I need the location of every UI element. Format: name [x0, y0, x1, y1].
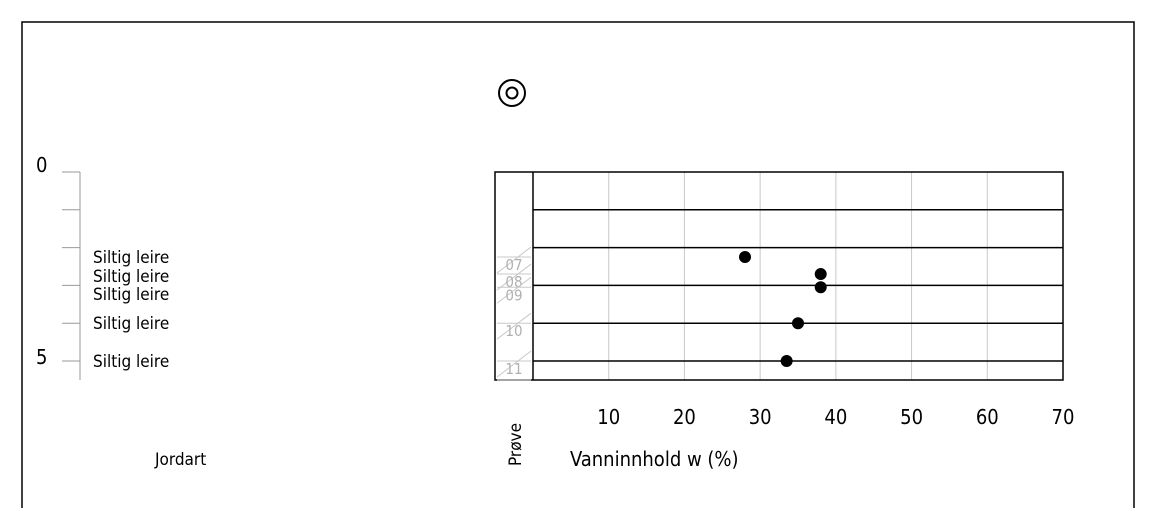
x-tick-label: 30	[749, 405, 772, 429]
sample-slash	[496, 263, 532, 291]
x-tick-label: 20	[673, 405, 696, 429]
x-tick-label: 70	[1052, 405, 1075, 429]
x-tick-label: 60	[976, 405, 999, 429]
data-point	[739, 251, 751, 264]
vertical-gridlines	[608, 172, 988, 380]
x-tick-label: 50	[900, 405, 923, 429]
sample-slash	[496, 350, 532, 378]
depth-ticks	[62, 171, 80, 362]
x-tick-label: 40	[824, 405, 847, 429]
sounding-point-icon	[498, 79, 526, 107]
sample-column-title: Prøve	[506, 423, 526, 466]
data-point	[814, 281, 827, 294]
data-points	[739, 251, 827, 367]
x-tick-label: 10	[597, 405, 620, 429]
soil-column-title: Jordart	[154, 450, 206, 470]
sample-id: 10	[505, 322, 522, 340]
sample-slash	[496, 276, 532, 304]
depth-label-5: 5	[36, 345, 47, 369]
soil-layer-label: Siltig leire	[93, 267, 169, 287]
soil-layer-label: Siltig leire	[93, 352, 169, 372]
sample-slash	[496, 312, 532, 340]
data-point	[780, 355, 793, 367]
x-tick-labels: 10 20 30 40 50 60 70	[597, 405, 1074, 429]
soil-layer-label: Siltig leire	[93, 314, 169, 334]
horizontal-gridlines	[533, 209, 1063, 362]
sample-id: 07	[505, 256, 522, 274]
outer-frame	[21, 21, 1135, 508]
data-point	[792, 317, 804, 330]
sample-id: 11	[505, 360, 522, 378]
sample-slash	[496, 246, 532, 274]
data-point	[814, 268, 827, 281]
soil-layer-label: Siltig leire	[93, 285, 169, 305]
x-axis-label: Vanninnhold w (%)	[570, 447, 739, 471]
depth-label-0: 0	[36, 153, 47, 177]
sample-id: 09	[505, 286, 522, 304]
plot-frame	[494, 171, 1064, 381]
soil-layer-label: Siltig leire	[93, 248, 169, 268]
